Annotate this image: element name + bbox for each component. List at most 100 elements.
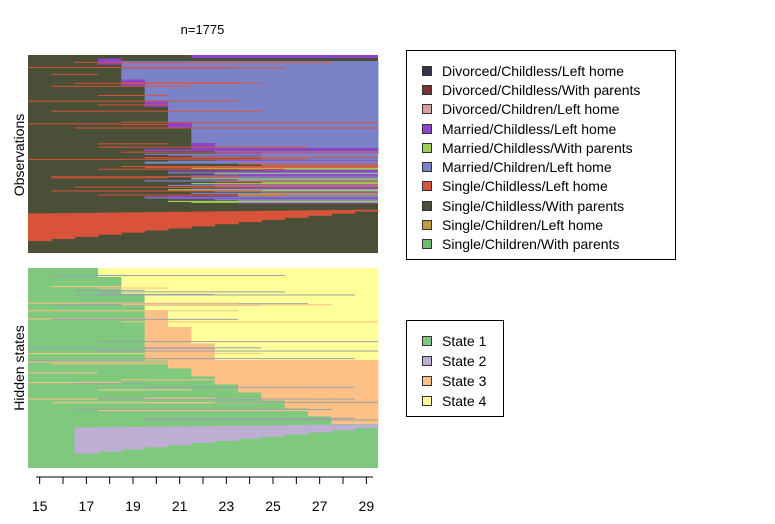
observation-row (121, 166, 378, 168)
observation-row (238, 163, 378, 165)
cell-single-left-home (168, 211, 192, 229)
legend-label: Single/Childless/With parents (442, 197, 625, 214)
x-tick-label: 23 (219, 498, 235, 514)
legend-swatch (422, 65, 432, 76)
hidden-row (98, 389, 192, 391)
cell-single-left-home (28, 213, 52, 242)
observation-row (238, 174, 378, 176)
observation-row (168, 172, 378, 174)
observation-row (51, 85, 192, 87)
cell-state-3 (331, 360, 356, 424)
cell-state-2 (331, 424, 356, 431)
observation-row (191, 201, 378, 203)
cell-married-children (168, 61, 192, 122)
observation-row (121, 151, 378, 153)
hidden-states-axis-label: Hidden states (11, 325, 27, 411)
observation-row (74, 127, 379, 129)
observations-axis-label: Observations (11, 114, 27, 196)
observation-row (168, 160, 378, 162)
observations-legend-item: Single/Childless/With parents (422, 196, 675, 215)
hidden-row (144, 347, 262, 349)
observation-row (98, 146, 308, 148)
observation-row (214, 183, 378, 186)
hidden-row (28, 361, 308, 363)
observations-legend-item: Single/Childless/Left home (422, 177, 675, 196)
observations-legend-item: Married/Children/Left home (422, 157, 675, 176)
observation-row (214, 181, 378, 183)
cell-state-2 (354, 424, 379, 429)
x-tick-label: 25 (265, 498, 281, 514)
observation-row (261, 164, 378, 166)
x-tick-label: 21 (172, 498, 188, 514)
legend-swatch (422, 200, 432, 211)
x-tick-label: 17 (79, 498, 95, 514)
hidden-row (28, 310, 238, 312)
cell-single-left-home (214, 211, 239, 225)
cell-single-left-home (354, 209, 379, 212)
legend-swatch (422, 84, 432, 95)
cell-state-2 (98, 427, 122, 452)
cell-married-childless (168, 121, 192, 128)
cell-state-4 (168, 268, 192, 327)
observation-row (191, 183, 378, 185)
legend-swatch (422, 142, 432, 153)
hidden-states-legend: State 1 State 2 State 3 State 4 (406, 320, 504, 417)
legend-swatch (422, 376, 432, 386)
observation-row (74, 82, 262, 84)
observations-legend-item: Divorced/Children/Left home (422, 100, 675, 119)
observation-row (98, 194, 285, 196)
cell-state-4 (191, 268, 216, 344)
observation-row (214, 191, 378, 193)
observation-row (144, 197, 378, 199)
observation-row (238, 195, 378, 197)
cell-married-childless (191, 143, 216, 150)
observation-row (168, 186, 378, 188)
cell-single-left-home (284, 210, 309, 218)
observation-row (98, 168, 285, 170)
hidden-row (74, 294, 355, 296)
observation-row (214, 173, 378, 175)
hidden-row (98, 341, 378, 343)
cell-state-4 (144, 268, 169, 311)
hidden-row (51, 363, 169, 365)
legend-swatch (422, 396, 432, 406)
cell-single-left-home (331, 209, 356, 214)
cell-state-4 (238, 268, 262, 360)
cell-state-2 (214, 425, 239, 441)
cell-state-3 (308, 360, 332, 417)
legend-label: State 4 (442, 393, 487, 409)
legend-label: Single/Children/Left home (442, 217, 604, 234)
observation-row (144, 161, 378, 163)
observations-legend-item: Divorced/Childless/With parents (422, 80, 675, 99)
hidden-row (98, 291, 285, 293)
hidden-row (74, 408, 332, 410)
observation-row (214, 159, 378, 162)
observation-row (144, 196, 378, 198)
hidden-row (98, 409, 332, 411)
hidden-states-legend-item: State 1 (422, 331, 503, 351)
cell-state-4 (214, 268, 239, 360)
hidden-row (28, 353, 262, 355)
hidden-row (98, 398, 355, 400)
cell-married-children (308, 61, 332, 149)
observation-row (168, 170, 378, 172)
observation-row (168, 175, 378, 178)
observation-row (51, 176, 239, 178)
hidden-row (98, 350, 378, 352)
cell-state-4 (121, 268, 146, 294)
hidden-row (144, 401, 215, 403)
hidden-row (144, 397, 215, 399)
cell-married-children (354, 61, 379, 149)
cell-single-left-home (144, 212, 169, 231)
observation-row (74, 186, 215, 188)
cell-state-2 (74, 427, 99, 454)
cell-state-4 (284, 268, 309, 360)
cell-state-2 (238, 425, 262, 439)
cell-state-4 (308, 268, 332, 360)
observation-row (214, 199, 378, 201)
observation-row (98, 104, 168, 106)
cell-state-3 (144, 310, 169, 361)
hidden-row (28, 347, 215, 349)
hidden-row (121, 321, 378, 323)
